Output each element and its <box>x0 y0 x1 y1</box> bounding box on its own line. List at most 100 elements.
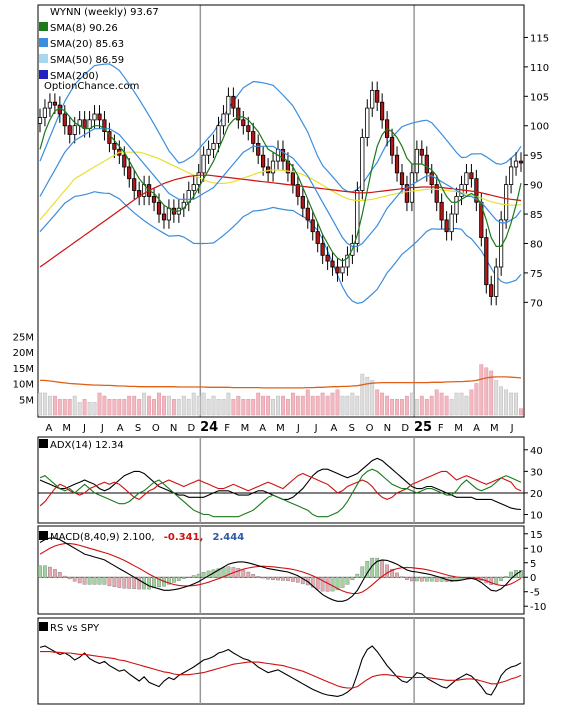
candle-body-65 <box>360 137 365 191</box>
macd-hist-bar-29 <box>181 577 186 579</box>
volume-bar-54 <box>305 389 310 416</box>
macd-hist-bar-92 <box>494 577 499 585</box>
candle-body-91 <box>489 284 494 297</box>
rs-title: RS vs SPY <box>50 623 100 634</box>
candle-body-88 <box>474 178 479 203</box>
price-tick-label-6: 85 <box>530 210 543 221</box>
candle-body-53 <box>300 195 305 209</box>
candle-body-18 <box>127 166 132 180</box>
volume-tick-label-3: 10M <box>13 380 34 391</box>
candle-body-58 <box>325 254 330 262</box>
macd-hist-bar-12 <box>97 577 102 585</box>
volume-bar-91 <box>489 370 494 416</box>
volume-bar-85 <box>459 392 464 416</box>
volume-bar-4 <box>57 399 62 416</box>
volume-bar-94 <box>504 389 509 416</box>
macd-hist-bar-51 <box>291 577 295 582</box>
volume-bar-8 <box>77 402 82 416</box>
month-axis: A M J J A S O N D 24 F M A M J J A S O N D 25 F M A M J <box>45 420 513 435</box>
adx-frame <box>37 436 525 524</box>
macd-hist-bar-30 <box>186 577 191 579</box>
volume-axis-ticks: 25M 20M 15M 10M 5M <box>13 332 34 406</box>
price-grid <box>199 5 415 417</box>
macd-hist-bar-18 <box>127 577 132 589</box>
volume-bar-74 <box>404 395 409 416</box>
macd-hist-bar-78 <box>424 577 429 582</box>
volume-bar-96 <box>514 392 518 416</box>
month-label-24: A <box>473 423 480 434</box>
macd-hist-bar-61 <box>340 577 345 588</box>
month-label-16: A <box>330 423 337 434</box>
macd-hist-bar-63 <box>350 577 355 581</box>
macd-frame <box>37 525 525 615</box>
candle-body-40 <box>236 107 241 121</box>
price-bollinger-bands <box>39 63 522 305</box>
volume-tick-label-2: 15M <box>13 364 34 375</box>
legend-label-3: SMA(200) <box>50 71 99 82</box>
candle-body-79 <box>429 172 434 186</box>
macd-hist-bar-56 <box>315 577 320 590</box>
candle-body-33 <box>201 154 206 174</box>
month-label-7: N <box>170 423 177 434</box>
volume-bar-59 <box>330 392 335 416</box>
volume-tick-label-0: 25M <box>13 332 34 343</box>
macd-hist-bar-55 <box>310 577 315 588</box>
month-label-22: F <box>438 423 444 434</box>
volume-bar-39 <box>231 399 236 416</box>
macd-tick-label-4: -5 <box>530 588 540 599</box>
macd-hist-bar-14 <box>107 577 112 587</box>
macd-hist-bar-73 <box>400 576 404 578</box>
macd-hist-bar-69 <box>380 560 384 578</box>
month-label-2: J <box>82 423 86 434</box>
rs-legend-swatch <box>39 622 48 631</box>
volume-bar-10 <box>87 402 92 416</box>
macd-hist-bar-9 <box>82 577 87 585</box>
chart-title: WYNN (weekly) 93.67 <box>50 7 159 18</box>
adx-series-2 <box>39 468 522 518</box>
candle-body-43 <box>251 131 256 144</box>
macd-hist-bar-94 <box>504 576 508 578</box>
macd-hist-bar-17 <box>122 577 127 589</box>
volume-bar-77 <box>419 395 424 416</box>
candle-body-31 <box>191 184 196 191</box>
adx-tick-label-2: 20 <box>530 489 543 500</box>
volume-bar-9 <box>82 399 87 416</box>
macd-hist-bar-46 <box>266 577 270 580</box>
volume-bar-19 <box>132 395 137 416</box>
candle-body-19 <box>132 178 137 191</box>
adx-legend-swatch <box>39 439 48 448</box>
volume-bar-92 <box>494 380 499 416</box>
volume-bar-55 <box>310 395 315 416</box>
volume-bar-29 <box>181 395 186 416</box>
volume-bar-89 <box>479 364 484 416</box>
volume-bar-84 <box>454 392 459 416</box>
price-tick-label-4: 95 <box>530 151 543 162</box>
month-label-5: S <box>135 423 141 434</box>
candle-body-59 <box>330 260 335 268</box>
candle-body-38 <box>226 95 231 115</box>
volume-bar-24 <box>157 392 161 416</box>
macd-hist-bar-66 <box>365 561 370 578</box>
candle-body-17 <box>122 154 127 168</box>
candle-body-94 <box>503 184 509 221</box>
candle-body-12 <box>97 113 102 121</box>
rs-frame <box>37 617 525 705</box>
price-tick-label-5: 90 <box>530 181 543 192</box>
adx-lines <box>39 457 522 518</box>
sma20-line <box>39 128 522 247</box>
volume-bar-53 <box>300 395 305 416</box>
volume-bar-30 <box>186 399 191 416</box>
candle-body-92 <box>494 266 499 297</box>
macd-hist-bar-33 <box>201 572 206 578</box>
candle-body-73 <box>399 172 405 186</box>
volume-bar-40 <box>236 395 241 416</box>
volume-bar-73 <box>400 399 404 416</box>
volume-bar-7 <box>72 395 77 416</box>
macd-tick-label-0: 15 <box>530 530 543 541</box>
macd-hist-bar-4 <box>57 572 62 578</box>
volume-bar-60 <box>335 389 340 416</box>
price-tick-label-7: 80 <box>530 239 543 250</box>
legend-swatch-1 <box>39 38 48 47</box>
macd-signal-line <box>39 543 522 595</box>
